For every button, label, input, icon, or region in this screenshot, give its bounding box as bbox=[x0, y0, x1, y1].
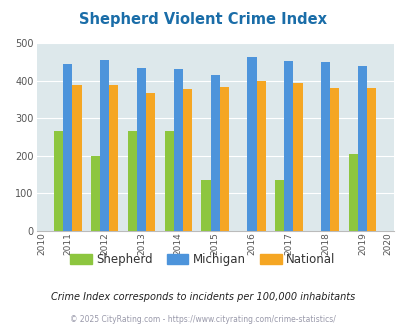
Bar bbox=[293, 83, 302, 231]
Bar bbox=[357, 66, 366, 231]
Bar bbox=[284, 61, 293, 231]
Bar bbox=[63, 64, 72, 231]
Bar bbox=[173, 69, 183, 231]
Bar bbox=[91, 156, 100, 231]
Bar bbox=[256, 81, 265, 231]
Text: © 2025 CityRating.com - https://www.cityrating.com/crime-statistics/: © 2025 CityRating.com - https://www.city… bbox=[70, 315, 335, 324]
Bar bbox=[201, 180, 210, 231]
Text: Crime Index corresponds to incidents per 100,000 inhabitants: Crime Index corresponds to incidents per… bbox=[51, 292, 354, 302]
Text: Shepherd Violent Crime Index: Shepherd Violent Crime Index bbox=[79, 12, 326, 26]
Bar bbox=[54, 131, 63, 231]
Bar bbox=[100, 60, 109, 231]
Bar bbox=[348, 154, 357, 231]
Bar bbox=[128, 131, 136, 231]
Bar bbox=[366, 88, 375, 231]
Bar bbox=[274, 180, 283, 231]
Bar bbox=[109, 85, 118, 231]
Bar bbox=[164, 131, 173, 231]
Bar bbox=[146, 93, 155, 231]
Bar bbox=[219, 87, 228, 231]
Bar bbox=[210, 75, 219, 231]
Bar bbox=[320, 62, 330, 231]
Legend: Shepherd, Michigan, National: Shepherd, Michigan, National bbox=[66, 248, 339, 271]
Bar bbox=[136, 69, 146, 231]
Bar bbox=[330, 88, 339, 231]
Bar bbox=[183, 89, 192, 231]
Bar bbox=[247, 57, 256, 231]
Bar bbox=[72, 85, 81, 231]
